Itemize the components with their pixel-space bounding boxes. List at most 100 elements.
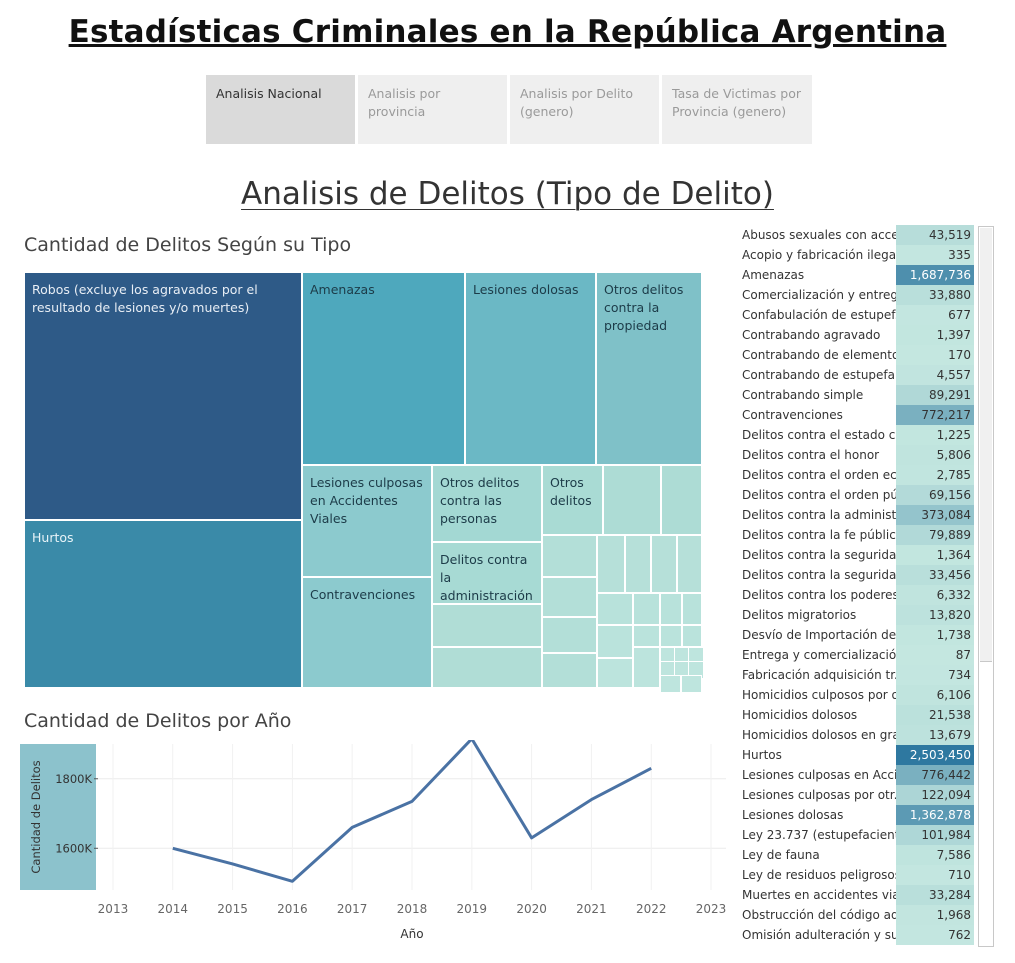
treemap-cell-small[interactable] [682,625,702,647]
table-row[interactable]: Contravenciones 772,217 [736,405,974,425]
tab-tasa-victimas[interactable]: Tasa de Victimas por Provincia (genero) [662,75,812,144]
crime-type-table[interactable]: Abusos sexuales con acce.. 43,519 Acopio y… [736,225,974,945]
treemap-cell-small[interactable] [597,658,633,688]
treemap-cell-otros-personas[interactable]: Otros delitos contra las personas [432,465,542,542]
table-row[interactable]: Abusos sexuales con acce.. 43,519 [736,225,974,245]
table-row[interactable]: Contrabando de estupefa.. 4,557 [736,365,974,385]
table-row[interactable]: Delitos contra los poderes.. 6,332 [736,585,974,605]
treemap-cell-small[interactable] [597,593,633,625]
treemap-cell-small[interactable] [625,535,651,593]
treemap-cell-lesiones-dolosas[interactable]: Lesiones dolosas [465,272,596,465]
table-row[interactable]: Contrabando agravado 1,397 [736,325,974,345]
table-row[interactable]: Comercialización y entreg.. 33,880 [736,285,974,305]
table-scrollbar[interactable] [978,226,994,947]
table-row[interactable]: Obstrucción del código ad.. 1,968 [736,905,974,925]
treemap-cell-small[interactable] [633,647,660,688]
treemap-cell-contravenciones[interactable]: Contravenciones [302,577,432,688]
treemap-cell-small[interactable] [542,535,597,577]
table-row[interactable]: Delitos contra el honor 5,806 [736,445,974,465]
row-label: Confabulación de estupef.. [742,308,896,322]
table-row[interactable]: Fabricación adquisición tr.. 734 [736,665,974,685]
table-row[interactable]: Delitos contra la segurida.. 33,456 [736,565,974,585]
treemap-cell-small[interactable] [603,465,661,535]
table-row[interactable]: Lesiones culposas en Acci.. 776,442 [736,765,974,785]
treemap-cell-small[interactable] [660,675,681,693]
treemap-cell-delitos-administracion[interactable]: Delitos contra la administración [432,542,542,604]
table-row[interactable]: Entrega y comercializació.. 87 [736,645,974,665]
row-label: Delitos contra la segurida.. [742,568,896,582]
table-row[interactable]: Homicidios dolosos en gra.. 13,679 [736,725,974,745]
treemap-cell-robos[interactable]: Robos (excluye los agravados por el resu… [24,272,302,520]
table-row[interactable]: Lesiones culposas por otr.. 122,094 [736,785,974,805]
treemap-cell-hurtos[interactable]: Hurtos [24,520,302,688]
y-tick-label: 1800K [55,772,92,786]
table-row[interactable]: Acopio y fabricación ilegal.. 335 [736,245,974,265]
row-value: 677 [896,305,974,325]
table-row[interactable]: Lesiones dolosas 1,362,878 [736,805,974,825]
table-row[interactable]: Contrabando simple 89,291 [736,385,974,405]
scrollbar-thumb[interactable] [980,228,992,662]
row-value: 1,364 [896,545,974,565]
tab-analisis-nacional[interactable]: Analisis Nacional [206,75,355,144]
table-row[interactable]: Delitos contra la fe pública 79,889 [736,525,974,545]
treemap-cell-small[interactable] [651,535,677,593]
treemap-chart[interactable]: Robos (excluye los agravados por el resu… [24,272,704,693]
table-row[interactable]: Delitos contra la administ.. 373,084 [736,505,974,525]
treemap-cell-small[interactable] [597,535,625,593]
treemap-cell-small[interactable] [681,675,702,693]
treemap-cell-lesiones-culposas[interactable]: Lesiones culposas en Accidentes Viales [302,465,432,577]
table-row[interactable]: Confabulación de estupef.. 677 [736,305,974,325]
treemap-cell-small[interactable] [633,593,660,625]
table-row[interactable]: Omisión adulteración y su.. 762 [736,925,974,945]
treemap-cell-amenazas[interactable]: Amenazas [302,272,465,465]
row-label: Muertes en accidentes via.. [742,888,896,902]
row-value: 170 [896,345,974,365]
table-row[interactable]: Homicidios dolosos 21,538 [736,705,974,725]
x-tick-label: 2021 [576,902,607,916]
tab-analisis-por-provincia[interactable]: Analisis por provincia [358,75,507,144]
treemap-cell-otros-delitos[interactable]: Otros delitos [542,465,603,535]
table-row[interactable]: Delitos contra el orden pú.. 69,156 [736,485,974,505]
table-row[interactable]: Contrabando de elemento.. 170 [736,345,974,365]
table-row[interactable]: Delitos migratorios 13,820 [736,605,974,625]
treemap-cell-small[interactable] [660,593,682,625]
row-label: Delitos migratorios [742,608,857,622]
treemap-cell-small[interactable] [677,535,702,593]
treemap-cell-small[interactable] [432,647,542,688]
table-row[interactable]: Homicidios culposos por o.. 6,106 [736,685,974,705]
treemap-cell-small[interactable] [661,465,702,535]
row-label: Homicidios dolosos [742,708,858,722]
table-row[interactable]: Delitos contra la segurida.. 1,364 [736,545,974,565]
treemap-cell-small[interactable] [682,593,702,625]
table-row[interactable]: Ley de fauna 7,586 [736,845,974,865]
row-label: Contrabando de estupefa.. [742,368,896,382]
treemap-cell-small[interactable] [542,617,597,653]
series-line[interactable] [172,740,652,883]
x-tick-label: 2017 [337,902,368,916]
treemap-cell-small[interactable] [660,625,682,647]
row-label: Contrabando agravado [742,328,881,342]
row-value: 89,291 [896,385,974,405]
table-row[interactable]: Desvío de Importación de .. 1,738 [736,625,974,645]
table-row[interactable]: Delitos contra el estado ci.. 1,225 [736,425,974,445]
table-row[interactable]: Delitos contra el orden ec.. 2,785 [736,465,974,485]
row-label: Delitos contra el estado ci.. [742,428,896,442]
treemap-cell-small[interactable] [432,604,542,647]
row-label: Ley 23.737 (estupefacient.. [742,828,896,842]
row-value: 43,519 [896,225,974,245]
treemap-cell-small[interactable] [597,625,633,658]
table-row[interactable]: Ley de residuos peligrosos 710 [736,865,974,885]
treemap-cell-small[interactable] [542,577,597,617]
table-row[interactable]: Amenazas 1,687,736 [736,265,974,285]
treemap-cell-otros-propiedad[interactable]: Otros delitos contra la propiedad [596,272,702,465]
table-row[interactable]: Muertes en accidentes via.. 33,284 [736,885,974,905]
table-row[interactable]: Hurtos 2,503,450 [736,745,974,765]
tab-analisis-por-delito[interactable]: Analisis por Delito (genero) [510,75,659,144]
treemap-cell-small[interactable] [633,625,660,647]
row-label: Lesiones culposas por otr.. [742,788,896,802]
row-value: 6,332 [896,585,974,605]
table-row[interactable]: Ley 23.737 (estupefacient.. 101,984 [736,825,974,845]
treemap-cell-small[interactable] [542,653,597,688]
row-value: 4,557 [896,365,974,385]
